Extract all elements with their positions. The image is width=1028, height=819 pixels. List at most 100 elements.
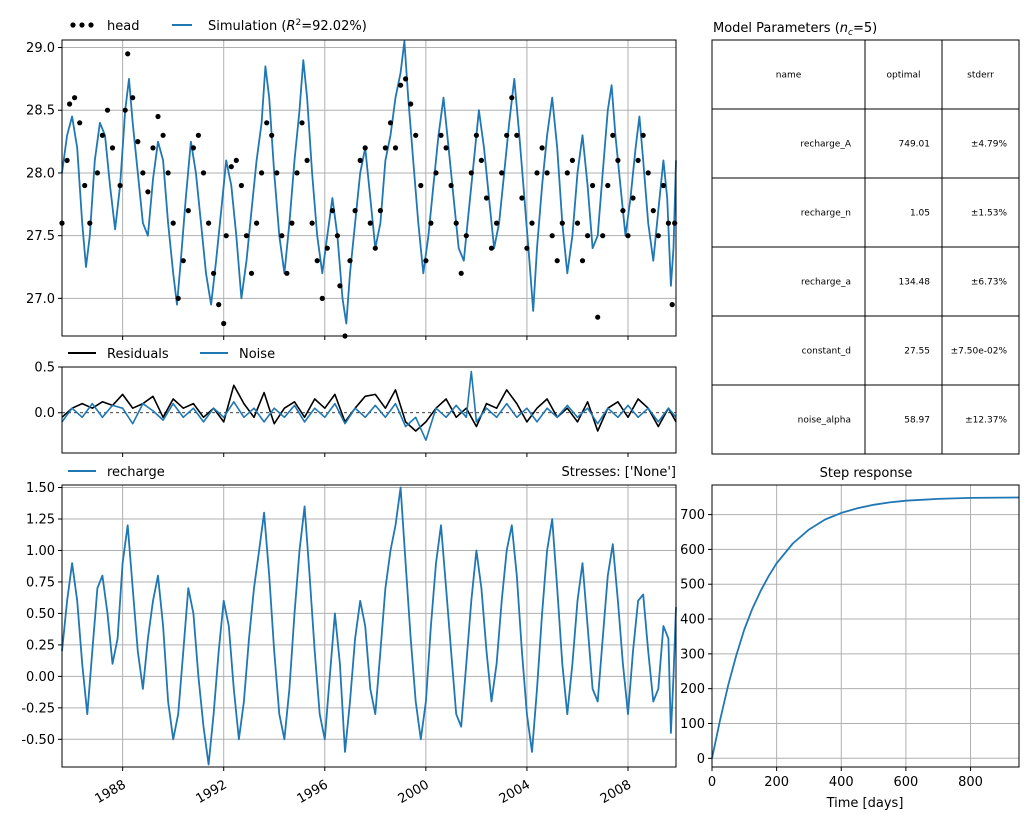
head-point: [362, 145, 368, 151]
head-point: [94, 170, 100, 176]
recharge-panel: -0.50 -0.25 0.00 0.25 0.50 0.75 1.00 1.25 1.50 1…: [21, 465, 677, 807]
y-tick-label: -0.25: [21, 701, 55, 716]
y-tick-label: 0.25: [26, 638, 55, 653]
y-tick-label: 200: [680, 682, 705, 697]
head-point: [170, 220, 176, 226]
head-point: [660, 182, 667, 189]
head-point: [221, 320, 227, 327]
head-point: [438, 132, 444, 138]
step-x-ticks: 0 200 400 600 800: [708, 767, 983, 790]
parameters-title: Model Parameters (nc=5): [713, 21, 877, 38]
head-point: [195, 132, 201, 138]
head-point: [433, 170, 439, 176]
head-point: [519, 195, 525, 201]
head-point: [216, 302, 222, 308]
head-point: [635, 157, 641, 163]
head-point: [155, 113, 161, 120]
head-point: [605, 182, 611, 189]
legend-recharge-label: recharge: [107, 465, 165, 480]
head-point: [579, 258, 586, 264]
head-point: [334, 233, 340, 239]
table-cell: [864, 315, 943, 386]
table-data-cell: 27.55: [904, 347, 930, 357]
head-point: [243, 233, 250, 239]
legend-head-dot: [79, 22, 85, 28]
table-cell: [941, 108, 1020, 179]
head-point: [180, 258, 186, 264]
head-point: [423, 258, 429, 264]
head-point: [294, 170, 300, 176]
legend-simulation-r: R: [286, 19, 295, 34]
head-point: [453, 220, 459, 226]
heads-y-ticks: 27.0 27.5 28.0 28.5 29.0: [26, 41, 62, 307]
head-point: [630, 195, 636, 201]
head-point: [645, 170, 651, 176]
residuals-axes-frame: [61, 366, 677, 454]
head-point: [104, 107, 111, 113]
head-point: [463, 233, 469, 239]
stresses-label: Stresses: ['None']: [562, 465, 676, 480]
head-point: [569, 157, 576, 163]
head-point: [585, 233, 591, 239]
head-point: [304, 157, 310, 163]
table-data-cell: 134.48: [899, 278, 931, 288]
simulation-series: [61, 40, 677, 325]
head-point: [233, 157, 239, 163]
table-cell: [941, 384, 1020, 455]
head-point: [669, 302, 675, 308]
head-point: [264, 120, 270, 126]
head-point: [610, 132, 616, 138]
parameters-title-sub: c: [848, 28, 853, 38]
head-observations: [59, 51, 678, 339]
y-tick-label: 700: [680, 508, 705, 523]
y-tick-label: 27.0: [26, 292, 55, 307]
head-point: [382, 145, 388, 151]
head-point: [228, 164, 234, 170]
head-point: [72, 95, 78, 101]
table-data-cell: 749.01: [899, 140, 931, 150]
head-point: [274, 170, 280, 176]
head-point: [448, 182, 454, 189]
y-tick-label: 1.00: [26, 544, 55, 559]
y-tick-label: 300: [680, 647, 705, 662]
head-point: [625, 233, 631, 239]
head-point: [140, 170, 146, 176]
head-point: [544, 170, 550, 176]
y-tick-label: 0.5: [34, 361, 55, 376]
step-response-panel: Step response 0 100 200 300 400 500 600 700 0 20…: [680, 466, 1020, 811]
head-point: [655, 233, 661, 239]
head-point: [418, 182, 424, 189]
y-tick-label: 600: [680, 543, 705, 558]
residuals-legend: Residuals Noise: [68, 347, 275, 362]
head-point: [458, 270, 464, 276]
head-point: [125, 51, 131, 57]
recharge-grid: [62, 485, 676, 767]
table-cell: [941, 39, 1020, 110]
head-point: [468, 170, 474, 176]
y-tick-label: 28.5: [26, 104, 55, 119]
head-point: [347, 258, 353, 264]
head-point: [534, 170, 540, 176]
head-point: [403, 76, 409, 82]
y-tick-label: 0: [697, 752, 705, 767]
legend-simulation-suffix: =92.02%): [301, 19, 367, 34]
head-point: [238, 182, 244, 189]
head-point: [314, 258, 320, 264]
table-cell: [941, 246, 1020, 317]
x-tick-label: 600: [893, 775, 918, 790]
head-point: [574, 220, 581, 226]
head-point: [595, 314, 601, 320]
table-data-cell: recharge_A: [800, 140, 851, 150]
y-tick-label: 27.5: [26, 229, 55, 244]
head-point: [309, 220, 315, 226]
head-point: [524, 245, 530, 251]
heads-panel: 27.027.528.028.529.0 head Simulation (R2…: [26, 18, 678, 340]
step-grid: [711, 485, 1019, 767]
x-tick-label: 1988: [92, 777, 128, 807]
recharge-axes-frame: [61, 484, 677, 768]
legend-simulation-sup: 2: [296, 18, 302, 28]
head-point: [564, 170, 570, 176]
head-point: [509, 95, 515, 101]
head-point: [175, 295, 181, 301]
head-point: [650, 208, 656, 214]
